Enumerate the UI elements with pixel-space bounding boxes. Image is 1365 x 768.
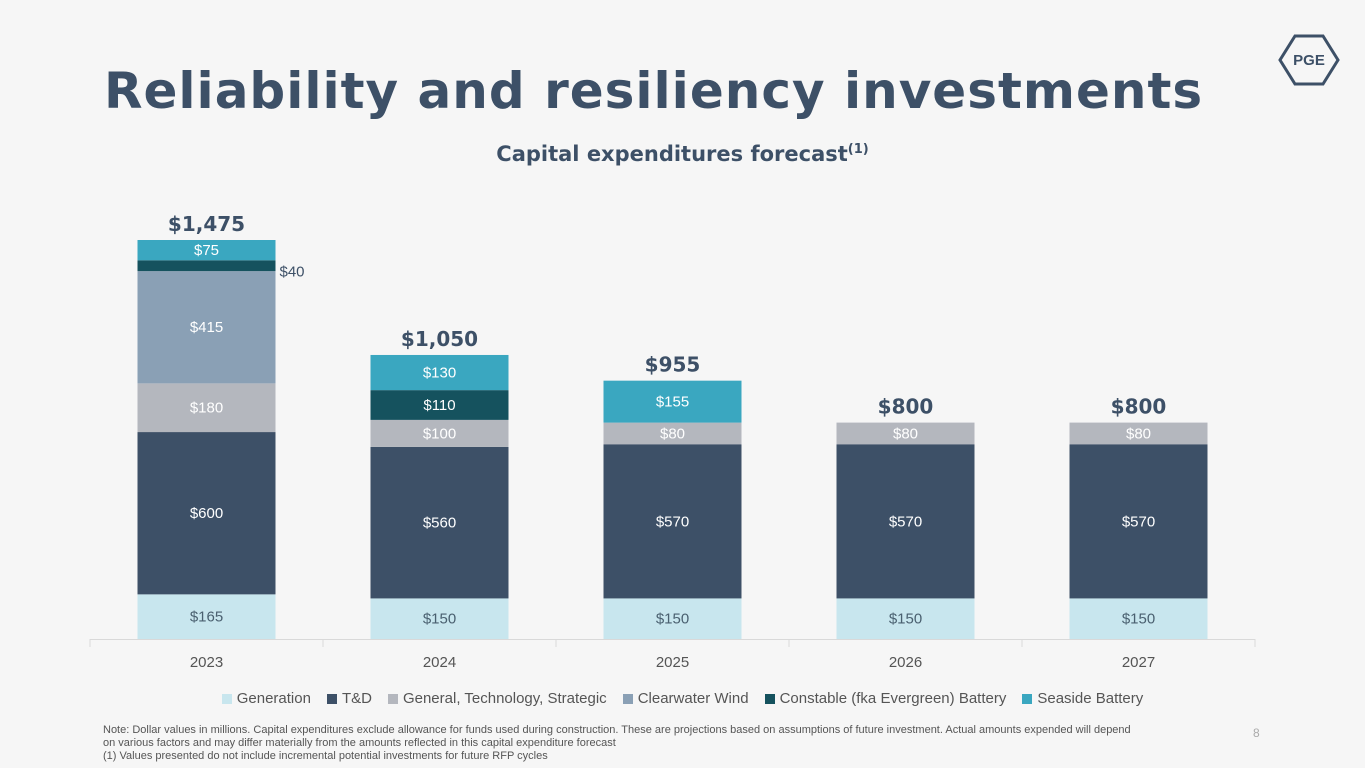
logo-text: PGE: [1293, 52, 1325, 69]
bar-segment: [370, 598, 509, 639]
bar-segment: [370, 390, 509, 420]
total-label: $1,475: [168, 212, 245, 236]
legend-item: Constable (fka Evergreen) Battery: [764, 690, 1007, 707]
data-label: $80: [660, 425, 685, 442]
legend-label: Seaside Battery: [1037, 690, 1144, 707]
footnote-line: on various factors and may differ materi…: [103, 737, 616, 749]
bar-segment: [137, 594, 276, 639]
capex-chart: $165 $600 $180 $415 $40 $75 $1,475 2023 $150 $560…: [89, 212, 1256, 671]
data-label: $150: [889, 611, 922, 628]
bar-segment: [603, 380, 742, 423]
legend-swatch: [622, 693, 633, 704]
data-label: $165: [190, 609, 223, 626]
footnote-line: Note: Dollar values in millions. Capital…: [103, 724, 1131, 736]
footnote: Note: Dollar values in millions. Capital…: [103, 724, 1223, 763]
data-label: $150: [656, 611, 689, 628]
data-label: $100: [423, 425, 456, 442]
bar-segment: [603, 444, 742, 599]
legend-label: Clearwater Wind: [637, 690, 749, 707]
data-label: $570: [889, 513, 922, 530]
bar-segment: [1069, 598, 1208, 639]
data-label: $110: [423, 397, 455, 414]
legend-item: Seaside Battery: [1022, 690, 1143, 707]
legend-item: Generation: [221, 690, 311, 707]
total-label: $800: [878, 395, 934, 419]
chart-legend: Generation T&D General, Technology, Strate…: [0, 690, 1365, 707]
legend-swatch: [221, 693, 232, 704]
bar-segment: [1069, 444, 1208, 599]
legend-label: Constable (fka Evergreen) Battery: [779, 690, 1007, 707]
data-label: $180: [190, 400, 223, 417]
data-label: $600: [190, 505, 223, 522]
data-label: $560: [423, 515, 456, 532]
data-label: $570: [656, 513, 689, 530]
chart-title-text: Capital expenditures forecast: [496, 142, 848, 166]
data-label: $155: [656, 394, 689, 411]
total-label: $955: [645, 353, 701, 377]
data-label: $80: [1126, 425, 1151, 442]
legend-label: General, Technology, Strategic: [402, 690, 607, 707]
data-label: $150: [1122, 611, 1155, 628]
legend-item: T&D: [326, 690, 372, 707]
data-label: $150: [423, 611, 456, 628]
total-label: $800: [1111, 395, 1167, 419]
bar-segment: [603, 422, 742, 445]
bar-segment: [370, 446, 509, 599]
data-label: $75: [194, 242, 219, 259]
bar-segment: [137, 383, 276, 433]
bar-segment: [1069, 422, 1208, 445]
legend-label: T&D: [341, 690, 372, 707]
bar-segment: [836, 444, 975, 599]
x-tick-label: 2025: [656, 654, 689, 671]
legend-swatch: [387, 693, 398, 704]
chart-title: Capital expenditures forecast(1): [0, 142, 1365, 166]
pge-logo: PGE: [1278, 34, 1340, 86]
x-tick-label: 2027: [1122, 654, 1155, 671]
total-label: $1,050: [401, 327, 478, 351]
legend-swatch: [764, 693, 775, 704]
legend-item: General, Technology, Strategic: [387, 690, 607, 707]
legend-swatch: [1022, 693, 1033, 704]
bar-segment: [603, 598, 742, 639]
bar-segment: [836, 598, 975, 639]
bar-segment: [836, 422, 975, 445]
x-tick-label: 2026: [889, 654, 922, 671]
data-label: $40: [280, 264, 305, 281]
footnote-line: (1) Values presented do not include incr…: [103, 750, 548, 762]
chart-title-footnote: (1): [847, 142, 869, 157]
bar-segment: [137, 260, 276, 272]
bar-segment: [137, 432, 276, 595]
bar-segment: [370, 419, 509, 447]
slide-title: Reliability and resiliency investments: [104, 62, 1204, 120]
data-label: $570: [1122, 513, 1155, 530]
page-number: 8: [1253, 726, 1260, 740]
data-label: $80: [893, 425, 918, 442]
data-label: $130: [423, 365, 456, 382]
legend-label: Generation: [236, 690, 311, 707]
bar-segment: [137, 271, 276, 384]
bar-segment: [370, 354, 509, 391]
legend-item: Clearwater Wind: [622, 690, 749, 707]
data-label: $415: [190, 319, 223, 336]
legend-swatch: [326, 693, 337, 704]
x-tick-label: 2024: [423, 654, 456, 671]
x-tick-label: 2023: [190, 654, 223, 671]
bar-segment: [137, 240, 276, 261]
